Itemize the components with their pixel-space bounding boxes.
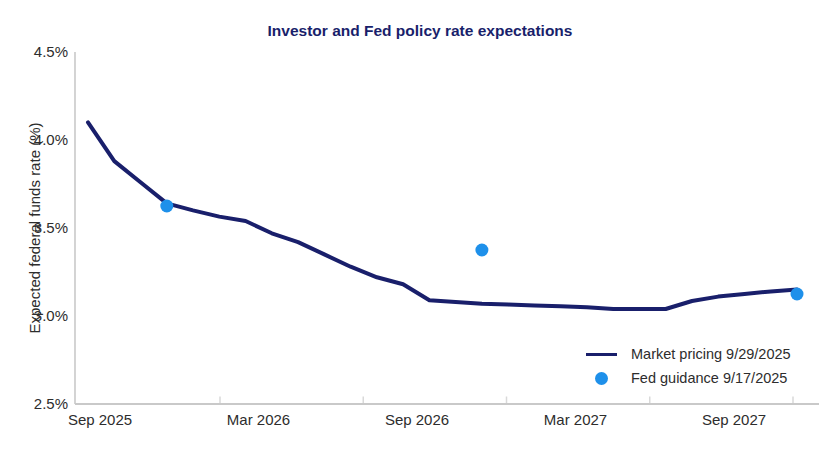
- legend-line-swatch-box: [586, 353, 617, 356]
- plot-area: [0, 0, 840, 471]
- fed-guidance-dot: [160, 200, 173, 213]
- x-tick-label: Sep 2027: [679, 411, 789, 428]
- chart-canvas: Investor and Fed policy rate expectation…: [0, 0, 840, 471]
- x-tick-label: Sep 2025: [45, 411, 155, 428]
- legend-dot-swatch-box: [586, 372, 617, 385]
- legend-row-market-pricing: Market pricing 9/29/2025: [586, 342, 791, 366]
- fed-guidance-dot-icon: [595, 372, 608, 385]
- market-pricing-line-icon: [586, 353, 617, 356]
- legend-label-market-pricing: Market pricing 9/29/2025: [631, 346, 791, 362]
- y-tick-label: 4.0%: [34, 131, 68, 149]
- fed-guidance-dot: [475, 244, 488, 257]
- y-tick-label: 4.5%: [34, 43, 68, 61]
- y-tick-label: 3.0%: [34, 307, 68, 325]
- x-tick-label: Mar 2027: [521, 411, 631, 428]
- market-pricing-line: [88, 122, 797, 309]
- y-tick-label: 3.5%: [34, 219, 68, 237]
- x-tick-label: Mar 2026: [204, 411, 314, 428]
- x-tick-label: Sep 2026: [362, 411, 472, 428]
- fed-guidance-dot: [791, 288, 804, 301]
- legend: Market pricing 9/29/2025 Fed guidance 9/…: [586, 342, 791, 390]
- legend-row-fed-guidance: Fed guidance 9/17/2025: [586, 366, 791, 390]
- legend-label-fed-guidance: Fed guidance 9/17/2025: [631, 370, 787, 386]
